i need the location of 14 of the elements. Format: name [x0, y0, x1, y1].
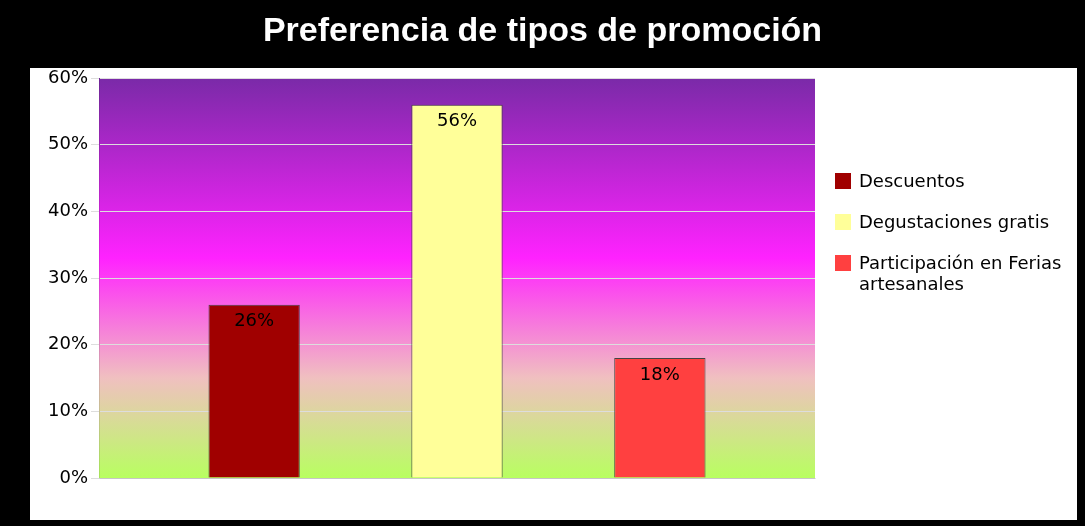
legend-label: Participación en Ferias artesanales — [859, 252, 1063, 294]
y-tick-label: 20% — [47, 332, 89, 354]
legend-label: Degustaciones gratis — [859, 211, 1050, 232]
y-tick-label: 60% — [47, 65, 89, 87]
y-tick-label: 10% — [47, 399, 89, 421]
y-tick-label: 30% — [47, 265, 89, 287]
legend-label: Descuentos — [859, 170, 965, 191]
y-tick-label: 50% — [47, 132, 89, 154]
y-tick-label: 40% — [47, 199, 89, 221]
data-label: 26% — [234, 309, 275, 331]
data-label: 56% — [437, 109, 478, 131]
y-tick-label: 0% — [59, 465, 89, 487]
data-label: 18% — [639, 362, 680, 384]
chart-title: Preferencia de tipos de promoción — [261, 10, 824, 49]
